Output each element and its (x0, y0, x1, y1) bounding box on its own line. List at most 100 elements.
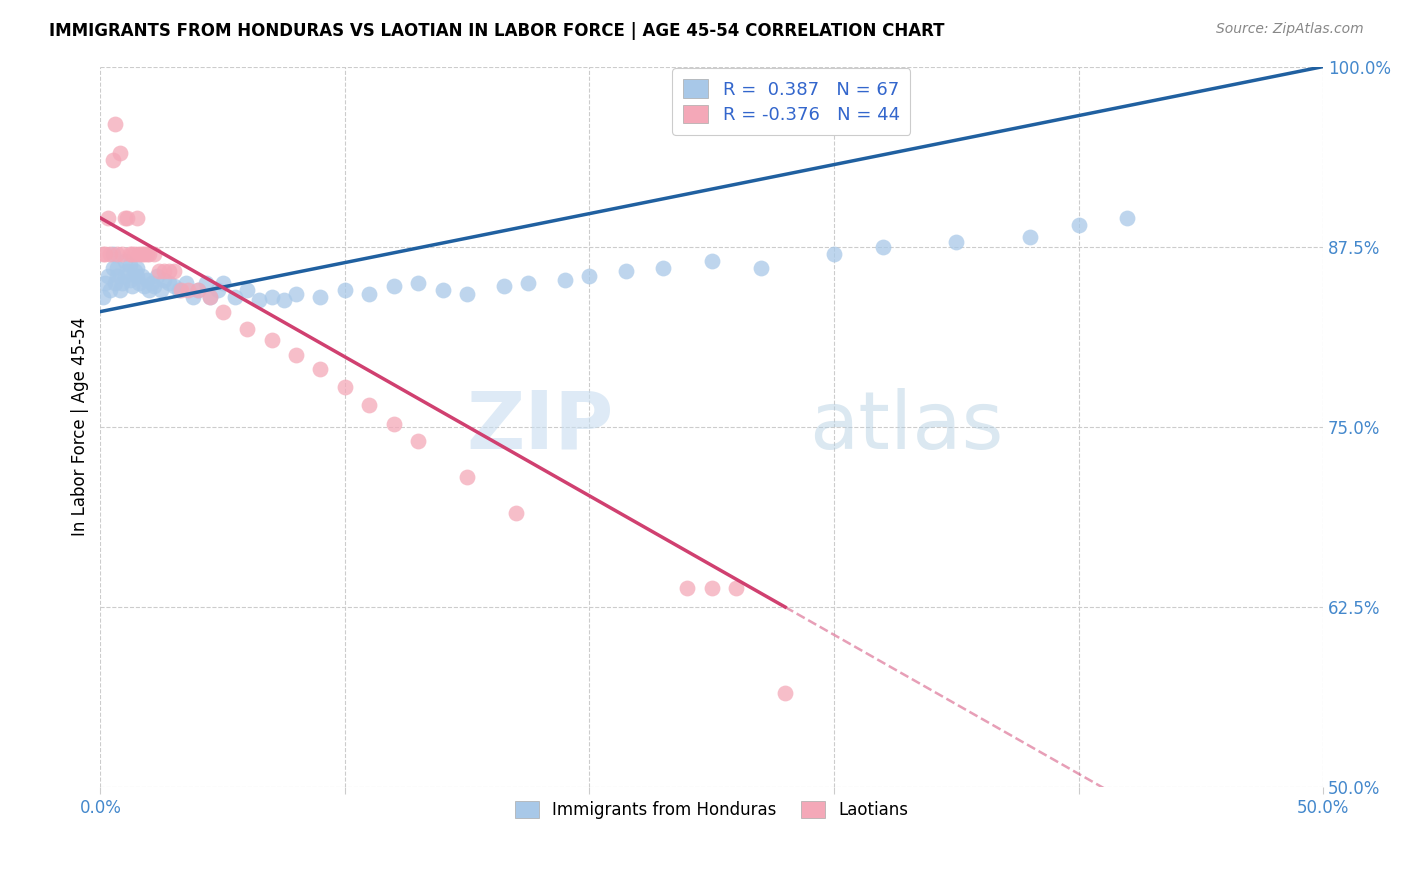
Point (134, 278, 156, 293)
Point (207, 283, 229, 297)
Point (167, 283, 190, 297)
Point (823, 247, 845, 261)
Point (163, 278, 186, 293)
Point (125, 261, 148, 276)
Point (131, 268, 153, 283)
Point (382, 278, 405, 293)
Text: IMMIGRANTS FROM HONDURAS VS LAOTIAN IN LABOR FORCE | AGE 45-54 CORRELATION CHART: IMMIGRANTS FROM HONDURAS VS LAOTIAN IN L… (49, 22, 945, 40)
Point (128, 276, 150, 290)
Y-axis label: In Labor Force | Age 45-54: In Labor Force | Age 45-54 (72, 318, 89, 536)
Point (143, 247, 166, 261)
Point (200, 290, 222, 304)
Point (131, 247, 153, 261)
Point (174, 276, 197, 290)
Point (91, 247, 114, 261)
Point (125, 211, 148, 225)
Point (101, 247, 124, 261)
Point (1018, 229, 1040, 244)
Point (138, 247, 160, 261)
Point (187, 283, 209, 297)
Point (359, 287, 381, 301)
Point (181, 290, 204, 304)
Point (260, 290, 283, 304)
Point (135, 247, 157, 261)
Point (94, 247, 117, 261)
Point (700, 254, 723, 268)
Point (333, 283, 356, 297)
Point (125, 268, 148, 283)
Point (138, 283, 160, 297)
Point (111, 276, 134, 290)
Text: ZIP: ZIP (467, 388, 614, 466)
Point (157, 264, 180, 278)
Point (101, 261, 124, 276)
Point (260, 334, 283, 348)
Text: Source: ZipAtlas.com: Source: ZipAtlas.com (1216, 22, 1364, 37)
Point (406, 434, 429, 449)
Point (333, 379, 356, 393)
Point (309, 290, 332, 304)
Point (107, 268, 129, 283)
Point (104, 276, 127, 290)
Point (143, 278, 166, 293)
Point (1067, 218, 1090, 232)
Point (107, 261, 129, 276)
Point (124, 264, 146, 278)
Point (224, 290, 246, 304)
Point (945, 235, 967, 250)
Point (107, 247, 129, 261)
Point (309, 362, 332, 376)
Point (108, 283, 131, 297)
Point (148, 264, 170, 278)
Point (285, 348, 308, 362)
Point (111, 247, 134, 261)
Point (135, 273, 157, 287)
Point (118, 247, 141, 261)
Point (700, 582, 723, 596)
Point (153, 264, 176, 278)
Point (118, 259, 141, 273)
Point (134, 247, 156, 261)
Point (177, 283, 200, 297)
Point (101, 153, 124, 168)
Point (170, 283, 193, 297)
Point (456, 470, 478, 484)
Point (150, 283, 173, 297)
Point (124, 247, 146, 261)
Point (97, 211, 120, 225)
Point (118, 273, 141, 287)
Point (194, 276, 217, 290)
Point (114, 268, 136, 283)
Point (121, 278, 143, 293)
Point (211, 276, 233, 290)
Point (128, 247, 150, 261)
Point (517, 276, 540, 290)
Point (247, 293, 270, 307)
Point (121, 247, 143, 261)
Point (456, 287, 478, 301)
Point (98, 283, 121, 297)
Point (236, 322, 259, 336)
Point (614, 264, 637, 278)
Point (114, 254, 136, 268)
Point (157, 276, 180, 290)
Point (554, 273, 576, 287)
Point (285, 287, 308, 301)
Point (153, 273, 176, 287)
Point (1116, 211, 1139, 225)
Point (200, 290, 222, 304)
Point (492, 278, 515, 293)
Point (872, 240, 894, 254)
Text: atlas: atlas (810, 388, 1004, 466)
Point (94, 276, 117, 290)
Point (141, 276, 163, 290)
Point (236, 283, 259, 297)
Point (97, 268, 120, 283)
Point (505, 507, 527, 521)
Legend: Immigrants from Honduras, Laotians: Immigrants from Honduras, Laotians (509, 794, 915, 826)
Point (145, 268, 167, 283)
Point (578, 268, 600, 283)
Point (117, 264, 139, 278)
Point (382, 417, 405, 431)
Point (773, 686, 796, 700)
